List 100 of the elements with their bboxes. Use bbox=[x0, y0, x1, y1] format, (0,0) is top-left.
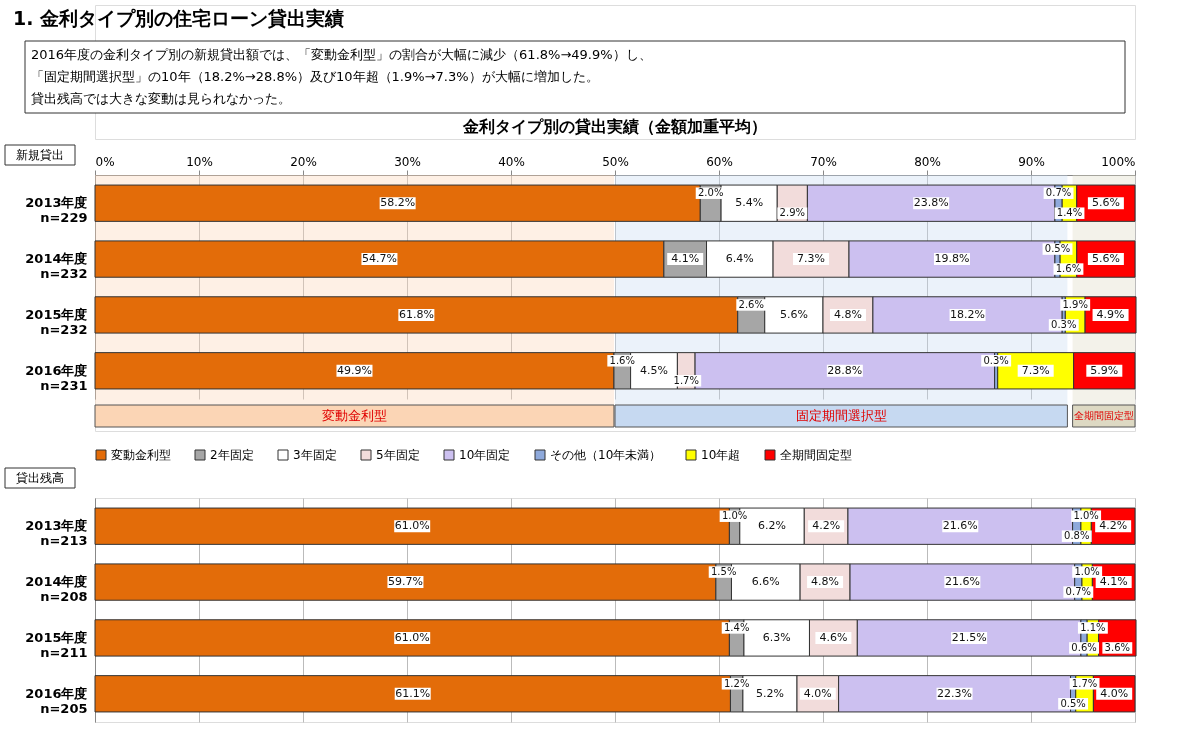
data-label: 4.2% bbox=[1099, 519, 1128, 533]
data-label: 61.8% bbox=[398, 307, 434, 321]
data-label: 4.2% bbox=[812, 519, 841, 533]
data-label: 4.1% bbox=[671, 252, 700, 266]
data-label: 28.8% bbox=[827, 363, 863, 377]
data-label: 5.6% bbox=[1091, 252, 1120, 266]
data-label: 1.9% bbox=[1062, 298, 1088, 310]
data-label: 0.5% bbox=[1044, 243, 1071, 255]
data-label: 4.8% bbox=[811, 575, 840, 589]
x-tick-label: 90% bbox=[1018, 154, 1045, 169]
data-label: 19.8% bbox=[934, 252, 970, 266]
data-label: 6.6% bbox=[751, 575, 780, 589]
data-label: 2.0% bbox=[697, 187, 724, 199]
x-tick-label: 0% bbox=[95, 154, 115, 169]
x-tick-label: 100% bbox=[1101, 154, 1136, 169]
data-label: 5.9% bbox=[1090, 363, 1119, 377]
y-tick-label: 2016年度 n=205 bbox=[25, 685, 88, 716]
y-tick-label: 2014年度 n=208 bbox=[25, 574, 88, 605]
text: 2016年度の金利タイプ別の新規貸出額では、「変動金利型」の割合が大幅に減少（61.8%→49.9%）し、 bbox=[31, 47, 652, 62]
data-label: 18.2% bbox=[950, 307, 986, 321]
data-label: 7.3% bbox=[797, 252, 826, 266]
legend-label: 5年固定 bbox=[376, 448, 420, 462]
data-label: 59.7% bbox=[387, 575, 423, 589]
data-label: 0.8% bbox=[1064, 530, 1090, 542]
data-label: 1.5% bbox=[710, 566, 737, 578]
chart-title: 1. 金利タイプ別の住宅ローン貸出実績 bbox=[13, 7, 345, 29]
data-label: 5.6% bbox=[1091, 196, 1120, 210]
data-label: 0.3% bbox=[1051, 318, 1077, 330]
data-label: 7.3% bbox=[1021, 363, 1050, 377]
data-label: 1.7% bbox=[673, 374, 699, 386]
data-label: 23.8% bbox=[913, 196, 949, 210]
data-label: 54.7% bbox=[361, 252, 397, 266]
legend-label: 3年固定 bbox=[293, 448, 337, 462]
data-label: 1.0% bbox=[721, 510, 748, 522]
x-tick-label: 20% bbox=[290, 154, 317, 169]
text: 貸出残高では大きな変動は見られなかった。 bbox=[31, 91, 291, 106]
data-label: 61.1% bbox=[395, 686, 431, 700]
chart-subtitle: 金利タイプ別の貸出実績（金額加重平均） bbox=[462, 117, 767, 136]
y-tick-label: 2015年度 n=211 bbox=[25, 629, 88, 660]
y-tick-label: 2013年度 n=229 bbox=[25, 195, 88, 226]
data-label: 4.0% bbox=[803, 686, 832, 700]
band-label: 変動金利型 bbox=[321, 408, 387, 423]
legend-label: その他（10年未満） bbox=[550, 448, 662, 462]
data-label: 61.0% bbox=[394, 519, 430, 533]
data-label: 21.6% bbox=[944, 575, 980, 589]
data-label: 1.7% bbox=[1071, 677, 1098, 689]
y-tick-label: 2015年度 n=232 bbox=[25, 306, 88, 337]
x-tick-label: 80% bbox=[914, 154, 941, 169]
data-label: 1.4% bbox=[1056, 207, 1083, 219]
legend-label: 10年固定 bbox=[459, 448, 511, 462]
legend-label: 2年固定 bbox=[210, 448, 254, 462]
legend-label: 変動金利型 bbox=[111, 448, 171, 462]
y-axis-title: 貸出残高 bbox=[16, 471, 64, 485]
x-tick-label: 40% bbox=[498, 154, 525, 169]
x-tick-label: 60% bbox=[706, 154, 733, 169]
data-label: 4.0% bbox=[1100, 686, 1129, 700]
data-label: 0.7% bbox=[1065, 586, 1092, 598]
x-tick-label: 10% bbox=[186, 154, 213, 169]
legend-label: 10年超 bbox=[701, 448, 741, 462]
data-label: 1.0% bbox=[1074, 566, 1100, 578]
y-axis-title: 新規貸出 bbox=[16, 148, 64, 162]
x-tick-label: 70% bbox=[810, 154, 837, 169]
data-label: 1.1% bbox=[1080, 621, 1106, 633]
x-tick-label: 50% bbox=[602, 154, 629, 169]
data-label: 6.2% bbox=[758, 519, 787, 533]
data-label: 4.8% bbox=[833, 307, 862, 321]
y-tick-label: 2016年度 n=231 bbox=[25, 362, 88, 393]
data-label: 4.1% bbox=[1099, 575, 1128, 589]
data-label: 0.7% bbox=[1045, 187, 1072, 199]
data-label: 21.5% bbox=[951, 630, 987, 644]
band-label: 固定期間選択型 bbox=[795, 408, 887, 423]
data-label: 1.6% bbox=[609, 354, 635, 366]
data-label: 1.2% bbox=[723, 677, 750, 689]
data-label: 5.6% bbox=[779, 307, 808, 321]
legend-label: 全期間固定型 bbox=[780, 448, 852, 462]
data-label: 49.9% bbox=[337, 363, 372, 377]
data-label: 5.4% bbox=[735, 196, 764, 210]
data-label: 2.6% bbox=[738, 298, 764, 310]
data-label: 61.0% bbox=[394, 630, 430, 644]
band-label: 全期間固定型 bbox=[1073, 410, 1134, 421]
data-label: 21.6% bbox=[942, 519, 978, 533]
data-label: 1.4% bbox=[723, 621, 750, 633]
data-label: 58.2% bbox=[380, 196, 416, 210]
data-label: 6.4% bbox=[725, 252, 754, 266]
data-label: 0.3% bbox=[983, 354, 1009, 366]
data-label: 0.6% bbox=[1071, 641, 1097, 653]
y-tick-label: 2013年度 n=213 bbox=[25, 518, 88, 549]
data-label: 3.6% bbox=[1104, 641, 1131, 653]
data-label: 1.6% bbox=[1055, 263, 1082, 275]
y-tick-label: 2014年度 n=232 bbox=[25, 251, 88, 282]
data-label: 4.5% bbox=[640, 363, 668, 377]
text: 「固定期間選択型」の10年（18.2%→28.8%）及び10年超（1.9%→7.3%）が大幅に増加した。 bbox=[31, 69, 599, 84]
data-label: 6.3% bbox=[762, 630, 791, 644]
data-label: 0.5% bbox=[1060, 697, 1086, 709]
data-label: 22.3% bbox=[937, 686, 973, 700]
data-label: 5.2% bbox=[755, 686, 784, 700]
data-label: 1.0% bbox=[1073, 510, 1099, 522]
data-label: 2.9% bbox=[779, 207, 806, 219]
data-label: 4.6% bbox=[819, 630, 848, 644]
x-tick-label: 30% bbox=[394, 154, 421, 169]
